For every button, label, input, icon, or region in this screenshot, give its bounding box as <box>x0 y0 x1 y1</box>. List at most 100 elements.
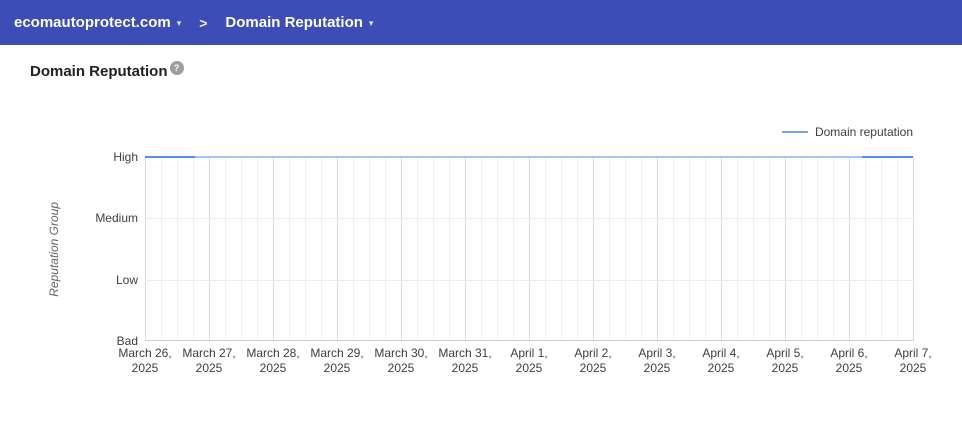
gridline-vertical <box>416 157 418 341</box>
x-label-line2: 2025 <box>323 361 351 375</box>
x-label-line1: April 3, <box>638 346 676 360</box>
domain-dropdown[interactable]: ecomautoprotect.com ▾ <box>14 14 181 31</box>
x-label-line2: 2025 <box>771 361 799 375</box>
gridline-vertical <box>336 157 338 341</box>
legend-label: Domain reputation <box>814 125 913 139</box>
x-label-line2: 2025 <box>131 361 159 375</box>
gridline-vertical <box>624 157 626 341</box>
gridline-vertical <box>368 157 370 341</box>
x-label-line1: April 2, <box>574 346 612 360</box>
gridline-vertical <box>512 157 514 341</box>
x-axis-labels: March 26, 2025 March 27, 2025 March 28, 2025 M… <box>118 346 931 380</box>
gridline-vertical <box>784 157 786 341</box>
x-axis-tick-label: April 6, 2025 <box>830 346 867 376</box>
x-label-line1: April 7, <box>894 346 932 360</box>
gridline-vertical <box>272 157 274 341</box>
gridline-vertical <box>864 157 866 341</box>
gridline-vertical <box>544 157 546 341</box>
x-axis-tick-label: March 28, 2025 <box>246 346 299 376</box>
gridline-vertical <box>608 157 610 341</box>
chevron-down-icon: ▾ <box>176 18 182 28</box>
gridline-vertical <box>192 157 194 341</box>
breadcrumb-separator-icon: > <box>199 15 208 31</box>
gridline-vertical <box>352 157 354 341</box>
y-axis-tick-label: Bad <box>116 334 138 348</box>
x-axis-tick-label: April 3, 2025 <box>638 346 675 376</box>
gridline-vertical <box>160 157 162 341</box>
y-axis-tick-label: Medium <box>95 211 138 226</box>
series-line-emphasis-start <box>145 156 195 158</box>
x-label-line2: 2025 <box>579 361 607 375</box>
gridline-vertical <box>704 157 706 341</box>
x-axis-tick-label: April 2, 2025 <box>574 346 611 376</box>
gridline-vertical <box>688 157 690 341</box>
section-dropdown[interactable]: Domain Reputation ▾ <box>225 14 373 31</box>
gridline-vertical <box>880 157 882 341</box>
domain-dropdown-label: ecomautoprotect.com <box>14 14 171 31</box>
y-axis-title: Reputation Group <box>46 157 62 341</box>
gridline-vertical <box>240 157 242 341</box>
gridline-vertical <box>896 157 898 341</box>
x-label-line2: 2025 <box>899 361 927 375</box>
x-axis-tick-label: March 30, 2025 <box>374 346 427 376</box>
gridline-vertical <box>400 157 402 341</box>
x-axis-tick-label: April 7, 2025 <box>894 346 931 376</box>
gridline-vertical <box>496 157 498 341</box>
page-title: Domain Reputation <box>30 63 168 80</box>
y-axis-labels: Bad Low Medium High <box>82 150 138 348</box>
gridline-vertical <box>304 157 306 341</box>
gridline-vertical <box>384 157 386 341</box>
x-axis-tick-label: March 27, 2025 <box>182 346 235 376</box>
gridline-vertical <box>640 157 642 341</box>
gridline-vertical <box>736 157 738 341</box>
x-label-line1: April 1, <box>510 346 548 360</box>
x-label-line1: March 30, <box>374 346 428 360</box>
help-icon[interactable]: ? <box>169 61 184 75</box>
gridline-vertical <box>832 157 834 341</box>
gridline-vertical <box>464 157 466 341</box>
gridline-vertical <box>320 157 322 341</box>
x-label-line2: 2025 <box>259 361 287 375</box>
gridline-vertical <box>912 157 914 341</box>
x-label-line1: March 26, <box>118 346 172 360</box>
x-label-line1: April 5, <box>766 346 804 360</box>
gridline-horizontal <box>145 279 913 281</box>
x-label-line2: 2025 <box>195 361 223 375</box>
x-axis-tick-label: March 26, 2025 <box>118 346 171 376</box>
gridline-vertical <box>592 157 594 341</box>
x-axis-tick-label: March 29, 2025 <box>310 346 363 376</box>
gridline-vertical <box>800 157 802 341</box>
x-axis-tick-label: April 5, 2025 <box>766 346 803 376</box>
x-label-line2: 2025 <box>515 361 543 375</box>
gridline-horizontal <box>145 218 913 220</box>
legend-line-swatch <box>781 131 808 133</box>
gridline-vertical <box>176 157 178 341</box>
x-axis-tick-label: March 31, 2025 <box>438 346 491 376</box>
gridline-vertical <box>560 157 562 341</box>
x-label-line1: March 31, <box>438 346 492 360</box>
x-axis-tick-label: April 4, 2025 <box>702 346 739 376</box>
x-label-line2: 2025 <box>835 361 863 375</box>
gridline-vertical <box>672 157 674 341</box>
gridline-vertical <box>256 157 258 341</box>
series-line-emphasis-end <box>862 156 913 158</box>
x-label-line2: 2025 <box>387 361 415 375</box>
gridline-vertical <box>144 157 146 341</box>
gridline-vertical <box>768 157 770 341</box>
section-dropdown-label: Domain Reputation <box>225 14 363 31</box>
gridline-vertical <box>848 157 850 341</box>
plot-area <box>144 156 914 341</box>
gridline-vertical <box>528 157 530 341</box>
gridline-vertical <box>720 157 722 341</box>
y-axis-tick-label: High <box>113 150 138 164</box>
y-axis-title-text: Reputation Group <box>47 201 61 297</box>
x-label-line1: March 28, <box>246 346 300 360</box>
gridline-vertical <box>448 157 450 341</box>
gridline-vertical <box>816 157 818 341</box>
x-axis-tick-label: April 1, 2025 <box>510 346 547 376</box>
page-title-row: Domain Reputation ? <box>30 61 184 80</box>
x-label-line2: 2025 <box>707 361 735 375</box>
x-label-line1: March 29, <box>310 346 364 360</box>
axis-baseline <box>145 340 913 341</box>
